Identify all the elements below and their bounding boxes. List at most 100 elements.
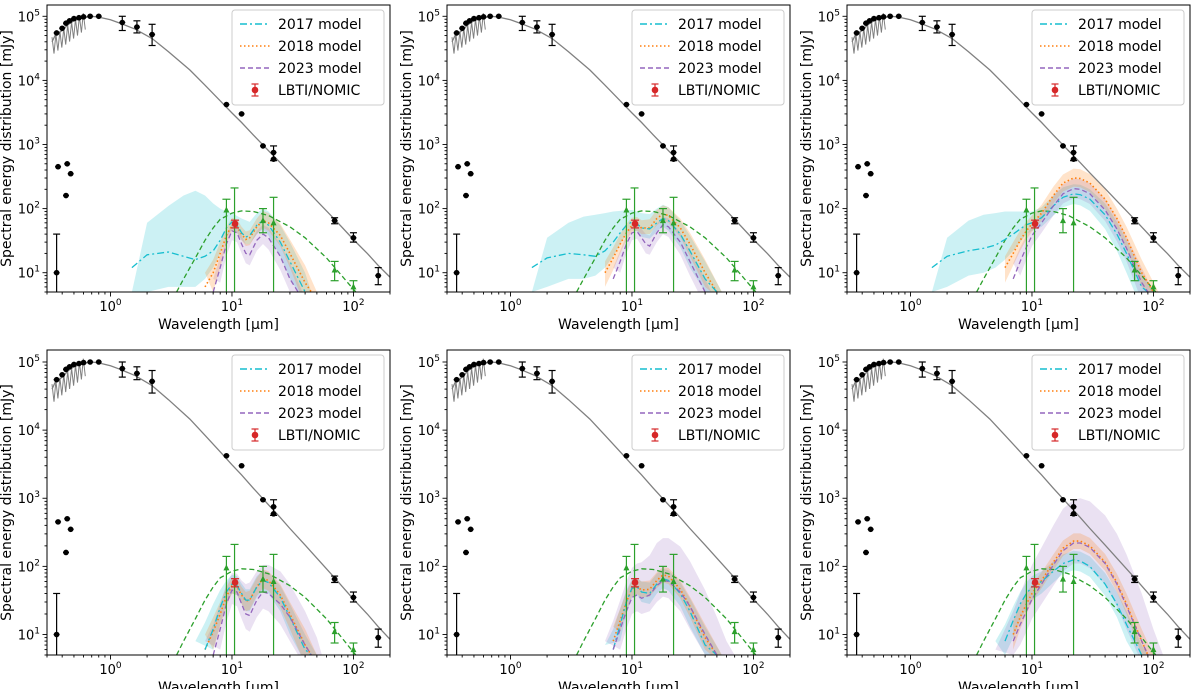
x-axis-title: Wavelength [µm] [958, 680, 1079, 689]
photometry-point [480, 359, 487, 366]
nomic-point [231, 219, 240, 229]
legend: 2017 model 2018 model 2023 model LBTI/NOMIC [1031, 9, 1185, 106]
photometry-point [859, 371, 866, 378]
y-axis-title: Spectral energy distribution [mJy] [799, 384, 815, 621]
excess-marker [1023, 206, 1030, 213]
y-tick-base: 10 [818, 138, 835, 153]
excess-point [222, 198, 231, 292]
excess-point [258, 565, 267, 593]
legend-label: 2017 model [678, 17, 762, 33]
photometry-point [533, 366, 541, 381]
legend-label: LBTI/NOMIC [678, 428, 761, 444]
legend-label: 2017 model [1078, 17, 1162, 33]
excess-point [1149, 280, 1158, 292]
y-tick-exponent: 1 [34, 265, 40, 275]
photometry-point [374, 628, 382, 648]
photometry-point [70, 361, 77, 368]
legend-box [1031, 9, 1185, 106]
legend-label: 2017 model [278, 362, 362, 378]
y-axis-title: Spectral energy distribution [mJy] [399, 30, 415, 267]
x-tick-exponent: 1 [1037, 298, 1043, 308]
axes-frame [446, 4, 791, 293]
photometry-point [918, 15, 926, 32]
nomic-point [1031, 219, 1040, 229]
excess-point [349, 280, 358, 292]
photometry-point [462, 549, 469, 556]
x-tick-exponent: 2 [1159, 298, 1165, 308]
x-tick-base: 10 [221, 663, 238, 678]
legend-label: LBTI/NOMIC [1078, 428, 1161, 444]
photometry-point [866, 18, 873, 24]
photometry-point [880, 14, 887, 20]
photometry-point [864, 160, 871, 167]
excess-marker [775, 679, 781, 685]
x-tick-label: 100 [99, 298, 122, 315]
y-tick-exponent: 3 [434, 136, 440, 146]
photometry-point [80, 359, 87, 366]
m2018-band [1005, 168, 1159, 292]
model-2023-line [612, 579, 718, 655]
excess-point [1022, 198, 1031, 292]
model-2017-line [931, 193, 1149, 292]
excess-marker [1131, 266, 1138, 273]
photometry-point [453, 376, 460, 383]
excess-point [1069, 553, 1078, 655]
excess-point [1058, 207, 1067, 234]
excess-marker [259, 575, 266, 582]
x-tick-exponent: 1 [1037, 661, 1043, 671]
photometry-point [853, 233, 861, 292]
x-tick-base: 10 [342, 300, 359, 315]
photometry-point [518, 15, 526, 32]
photometry-point [455, 163, 462, 170]
x-tick-label: 101 [1021, 661, 1043, 678]
x-tick-base: 10 [1021, 300, 1038, 315]
y-tick-base: 10 [818, 492, 835, 507]
excess-marker [350, 283, 357, 290]
photometry-point [467, 170, 474, 177]
photometry-point [1070, 156, 1077, 162]
x-tick-base: 10 [621, 663, 638, 678]
excess-point [269, 553, 278, 655]
y-tick-label: 105 [818, 8, 840, 25]
excess-marker [375, 314, 381, 320]
m2023-band [213, 223, 303, 292]
excess-marker [350, 646, 357, 653]
y-tick-label: 102 [418, 201, 440, 218]
nomic-marker [231, 579, 239, 586]
x-tick-label: 102 [1142, 298, 1164, 315]
photometry-point [53, 30, 60, 36]
photometry-point [859, 25, 866, 32]
excess-point [669, 196, 678, 292]
x-tick-label: 100 [499, 661, 522, 678]
photometry-point [453, 592, 461, 655]
photometry-point [1070, 511, 1077, 517]
legend-label: LBTI/NOMIC [278, 83, 361, 99]
y-tick-exponent: 2 [434, 558, 440, 568]
x-tick-label: 102 [742, 298, 764, 315]
legend-label: 2018 model [278, 384, 362, 400]
legend-label: LBTI/NOMIC [1078, 83, 1161, 99]
photometry-point [749, 591, 757, 603]
y-tick-label: 104 [818, 72, 841, 89]
excess-marker [1150, 283, 1157, 290]
y-tick-label: 104 [418, 72, 441, 89]
x-tick-exponent: 1 [637, 298, 643, 308]
x-tick-label: 101 [221, 298, 243, 315]
y-tick-base: 10 [818, 628, 835, 643]
photometry-point [118, 15, 126, 32]
legend-box [631, 354, 785, 451]
legend-label: 2018 model [678, 39, 762, 55]
y-tick-label: 103 [418, 490, 440, 507]
photometry-point [464, 515, 471, 522]
photometry-point [533, 20, 541, 34]
photometry-point [864, 515, 871, 522]
model-2023-line [212, 589, 312, 655]
legend-handle-marker [651, 86, 659, 94]
excess-marker [731, 266, 738, 273]
x-tick-base: 10 [99, 663, 116, 678]
x-tick-base: 10 [221, 300, 238, 315]
excess-point [1149, 642, 1158, 655]
